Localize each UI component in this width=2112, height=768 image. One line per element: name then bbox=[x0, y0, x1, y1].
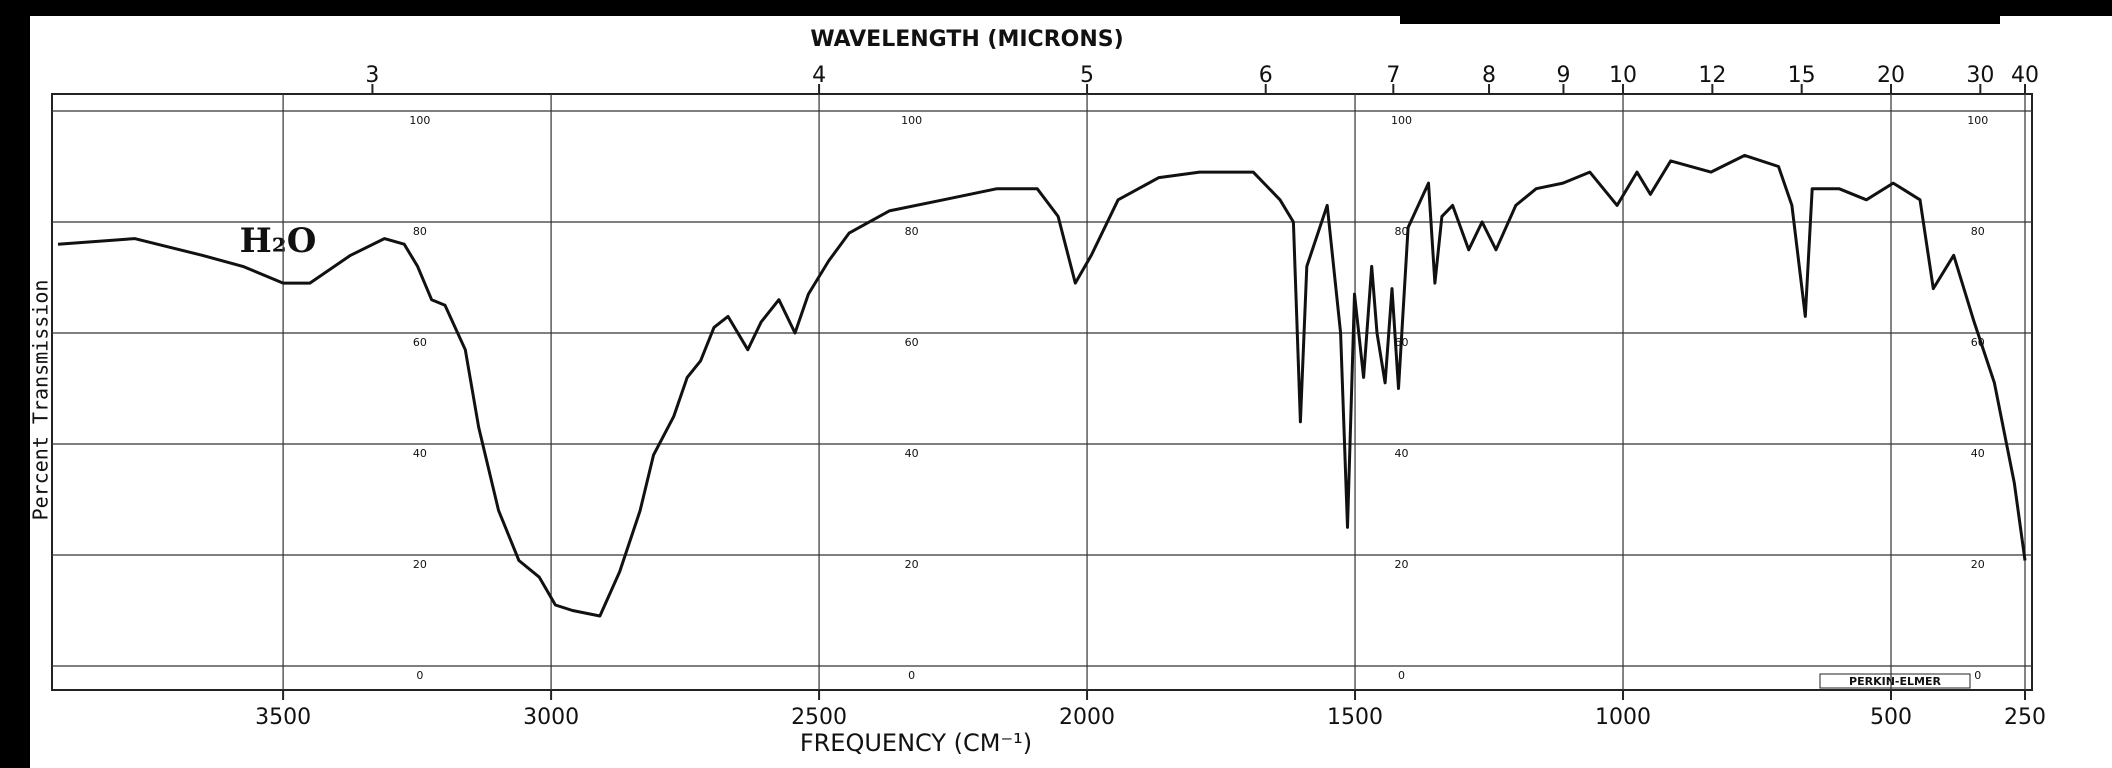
y-tick-label: 80 bbox=[1394, 225, 1408, 238]
x2-tick-label: 30 bbox=[1966, 63, 1994, 88]
x2-tick-label: 12 bbox=[1698, 63, 1726, 88]
y-axis-title: Percent Transmission bbox=[29, 280, 53, 521]
left-strip bbox=[0, 0, 30, 768]
x-tick-label: 1000 bbox=[1595, 705, 1651, 730]
x2-tick-label: 4 bbox=[812, 63, 826, 88]
x2-tick-label: 9 bbox=[1556, 63, 1570, 88]
x-tick-label: 500 bbox=[1870, 705, 1912, 730]
x2-tick-label: 10 bbox=[1609, 63, 1637, 88]
y-tick-label: 100 bbox=[1967, 114, 1988, 127]
plot-frame bbox=[51, 93, 2033, 691]
y-tick-label: 0 bbox=[416, 669, 423, 682]
y-tick-label: 0 bbox=[908, 669, 915, 682]
x-tick-label: 2000 bbox=[1059, 705, 1115, 730]
y-tick-label: 0 bbox=[1974, 669, 1981, 682]
top-axis-title: WAVELENGTH (MICRONS) bbox=[810, 27, 1123, 52]
x2-tick-label: 40 bbox=[2011, 63, 2039, 88]
spectrum-line bbox=[57, 153, 2027, 618]
x2-tick-label: 7 bbox=[1386, 63, 1400, 88]
x-axis-title: FREQUENCY (CM⁻¹) bbox=[800, 729, 1032, 757]
x2-tick-label: 6 bbox=[1259, 63, 1273, 88]
x-tick-label: 2500 bbox=[791, 705, 847, 730]
x-tick-label: 3000 bbox=[523, 705, 579, 730]
top-bar-step bbox=[1400, 16, 2000, 24]
x2-tick-label: 8 bbox=[1482, 63, 1496, 88]
y-tick-label: 60 bbox=[413, 336, 427, 349]
y-tick-label: 20 bbox=[1971, 558, 1985, 571]
y-tick-label: 20 bbox=[1394, 558, 1408, 571]
y-tick-label: 20 bbox=[905, 558, 919, 571]
y-tick-label: 40 bbox=[1394, 447, 1408, 460]
x-tick-label: 3500 bbox=[255, 705, 311, 730]
top-bar bbox=[0, 0, 2112, 16]
y-tick-label: 100 bbox=[409, 114, 430, 127]
brand-label: PERKIN-ELMER bbox=[1849, 675, 1941, 688]
y-tick-label: 100 bbox=[901, 114, 922, 127]
y-tick-label: 80 bbox=[905, 225, 919, 238]
x2-tick-label: 5 bbox=[1080, 63, 1094, 88]
y-tick-label: 100 bbox=[1391, 114, 1412, 127]
y-tick-label: 40 bbox=[1971, 447, 1985, 460]
y-tick-label: 80 bbox=[413, 225, 427, 238]
x-tick-label: 250 bbox=[2004, 705, 2046, 730]
y-tick-label: 20 bbox=[413, 558, 427, 571]
x-tick-label: 1500 bbox=[1327, 705, 1383, 730]
y-tick-label: 0 bbox=[1398, 669, 1405, 682]
x2-tick-label: 15 bbox=[1788, 63, 1816, 88]
y-tick-label: 80 bbox=[1971, 225, 1985, 238]
x2-tick-label: 20 bbox=[1877, 63, 1905, 88]
annotation: H₂O bbox=[240, 221, 317, 261]
y-tick-label: 40 bbox=[905, 447, 919, 460]
y-tick-label: 40 bbox=[413, 447, 427, 460]
y-tick-label: 60 bbox=[905, 336, 919, 349]
x2-tick-label: 3 bbox=[365, 63, 379, 88]
brand-box bbox=[1819, 673, 1971, 689]
